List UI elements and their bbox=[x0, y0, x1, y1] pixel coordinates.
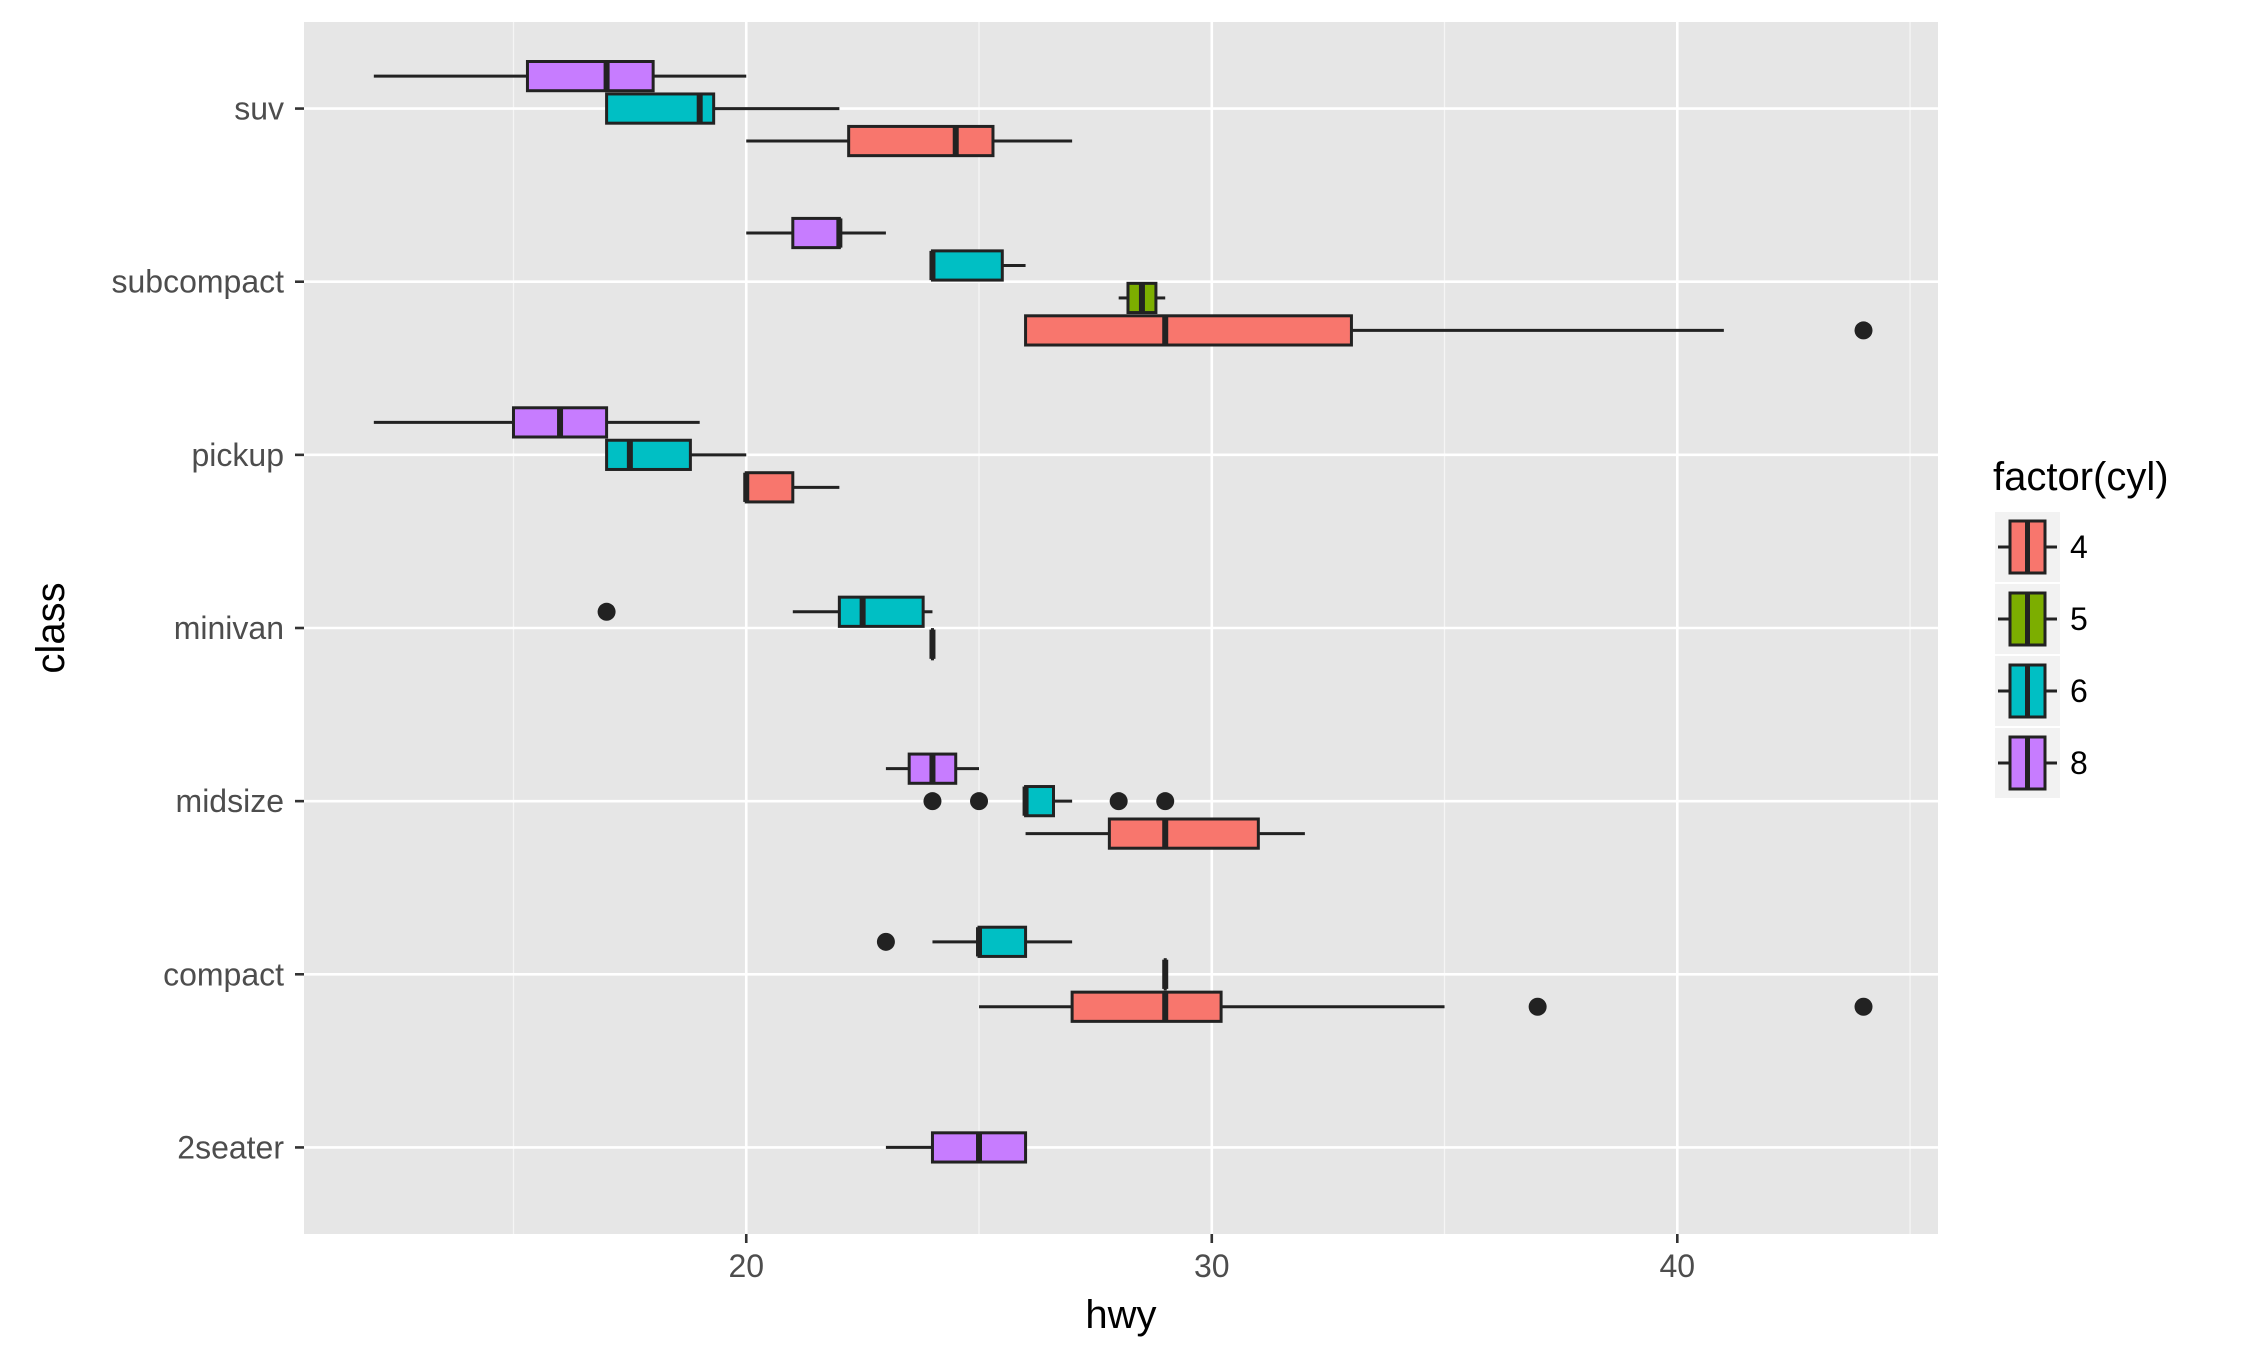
x-axis-title: hwy bbox=[1085, 1293, 1156, 1337]
outlier-point bbox=[1156, 792, 1175, 811]
box-minivan-cyl6 bbox=[597, 595, 933, 628]
outlier-point bbox=[1854, 321, 1873, 340]
y-tick-label: suv bbox=[234, 91, 284, 127]
box-midsize-cyl8 bbox=[885, 752, 980, 785]
legend-title: factor(cyl) bbox=[1993, 455, 2169, 499]
box-subcompact-cyl6 bbox=[929, 249, 1026, 282]
box-subcompact-cyl8 bbox=[746, 216, 886, 250]
outlier-point bbox=[970, 792, 989, 811]
box-midsize-cyl4 bbox=[1025, 817, 1305, 850]
x-tick-label: 20 bbox=[728, 1248, 764, 1284]
outlier-point bbox=[597, 602, 616, 621]
box bbox=[1024, 314, 1353, 347]
outlier-point bbox=[923, 792, 942, 811]
box bbox=[837, 595, 925, 628]
box-pickup-cyl4 bbox=[743, 471, 840, 504]
outlier-point bbox=[1109, 792, 1128, 811]
box bbox=[744, 471, 795, 504]
box bbox=[847, 124, 995, 158]
legend-label-6: 6 bbox=[2070, 673, 2088, 709]
outlier-point bbox=[1528, 997, 1547, 1016]
box-2seater-cyl8 bbox=[885, 1131, 1028, 1164]
box bbox=[791, 216, 841, 250]
box-pickup-cyl6 bbox=[605, 438, 747, 471]
boxplot-marks bbox=[373, 59, 1873, 1164]
outlier-point bbox=[876, 932, 895, 951]
y-tick-label: compact bbox=[163, 956, 284, 992]
legend-label-4: 4 bbox=[2070, 529, 2088, 565]
box-subcompact-cyl4 bbox=[1024, 314, 1873, 347]
box bbox=[1107, 817, 1260, 850]
box-midsize-cyl6 bbox=[923, 785, 1175, 818]
box bbox=[525, 59, 655, 93]
box bbox=[1024, 785, 1055, 818]
box-suv-cyl4 bbox=[746, 124, 1073, 158]
y-tick-label: midsize bbox=[176, 783, 284, 819]
box-suv-cyl8 bbox=[373, 59, 747, 93]
y-tick-label: minivan bbox=[174, 610, 284, 646]
box-suv-cyl6 bbox=[605, 92, 840, 125]
y-tick-label: subcompact bbox=[111, 264, 284, 300]
legend: factor(cyl) 4 5 6 8 bbox=[1993, 455, 2169, 798]
y-tick-label: 2seater bbox=[177, 1129, 284, 1165]
box-compact-cyl4 bbox=[979, 990, 1873, 1023]
box bbox=[605, 438, 692, 471]
legend-label-5: 5 bbox=[2070, 601, 2088, 637]
y-axis-title: class bbox=[29, 582, 73, 673]
outlier-point bbox=[1854, 997, 1873, 1016]
box bbox=[930, 249, 1004, 282]
legend-label-8: 8 bbox=[2070, 745, 2088, 781]
axes: 20 30 40 2seater compact midsize minivan pickup… bbox=[111, 91, 1695, 1284]
box-subcompact-cyl5 bbox=[1118, 281, 1166, 315]
y-tick-label: pickup bbox=[192, 437, 285, 473]
box bbox=[605, 92, 716, 125]
x-tick-label: 30 bbox=[1194, 1248, 1230, 1284]
box bbox=[1070, 990, 1223, 1023]
box-pickup-cyl8 bbox=[373, 406, 700, 439]
box bbox=[977, 925, 1028, 958]
box-compact-cyl6 bbox=[876, 925, 1073, 958]
x-tick-label: 40 bbox=[1660, 1248, 1696, 1284]
